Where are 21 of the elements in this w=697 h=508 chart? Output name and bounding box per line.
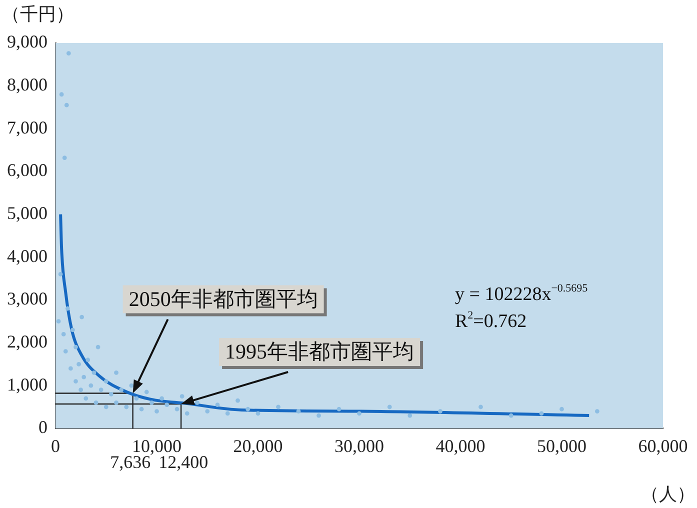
- y-tick-label: 4,000: [7, 246, 48, 266]
- annotation: 2050年非都市圏平均: [128, 286, 318, 311]
- line-series: [59, 212, 591, 418]
- x-tick-label: 30,000: [334, 436, 384, 456]
- x-tick-label: 40,000: [436, 436, 486, 456]
- x-tick-label: 0: [51, 436, 60, 456]
- y-tick-label: 8,000: [7, 74, 48, 95]
- x-tick-label: 20,000: [233, 436, 283, 456]
- y-tick-label: 7,000: [7, 117, 48, 138]
- y-tick-label: 0: [38, 417, 48, 438]
- x-axis-title: （人）: [641, 484, 695, 504]
- y-tick-label: 5,000: [7, 203, 48, 224]
- y-tick-label: 3,000: [7, 288, 48, 309]
- y-tick-label: 9,000: [7, 32, 48, 52]
- annotation: 1995年非都市圏平均: [225, 340, 414, 364]
- y-tick-label: 2,000: [7, 331, 48, 352]
- y-axis-title: （千円）: [2, 4, 74, 24]
- x-tick-label: 50,000: [537, 436, 586, 456]
- x-tick-label: 60,000: [638, 436, 688, 456]
- y-tick-label: 1,000: [7, 374, 48, 394]
- y-tick-label: 6,000: [7, 160, 48, 180]
